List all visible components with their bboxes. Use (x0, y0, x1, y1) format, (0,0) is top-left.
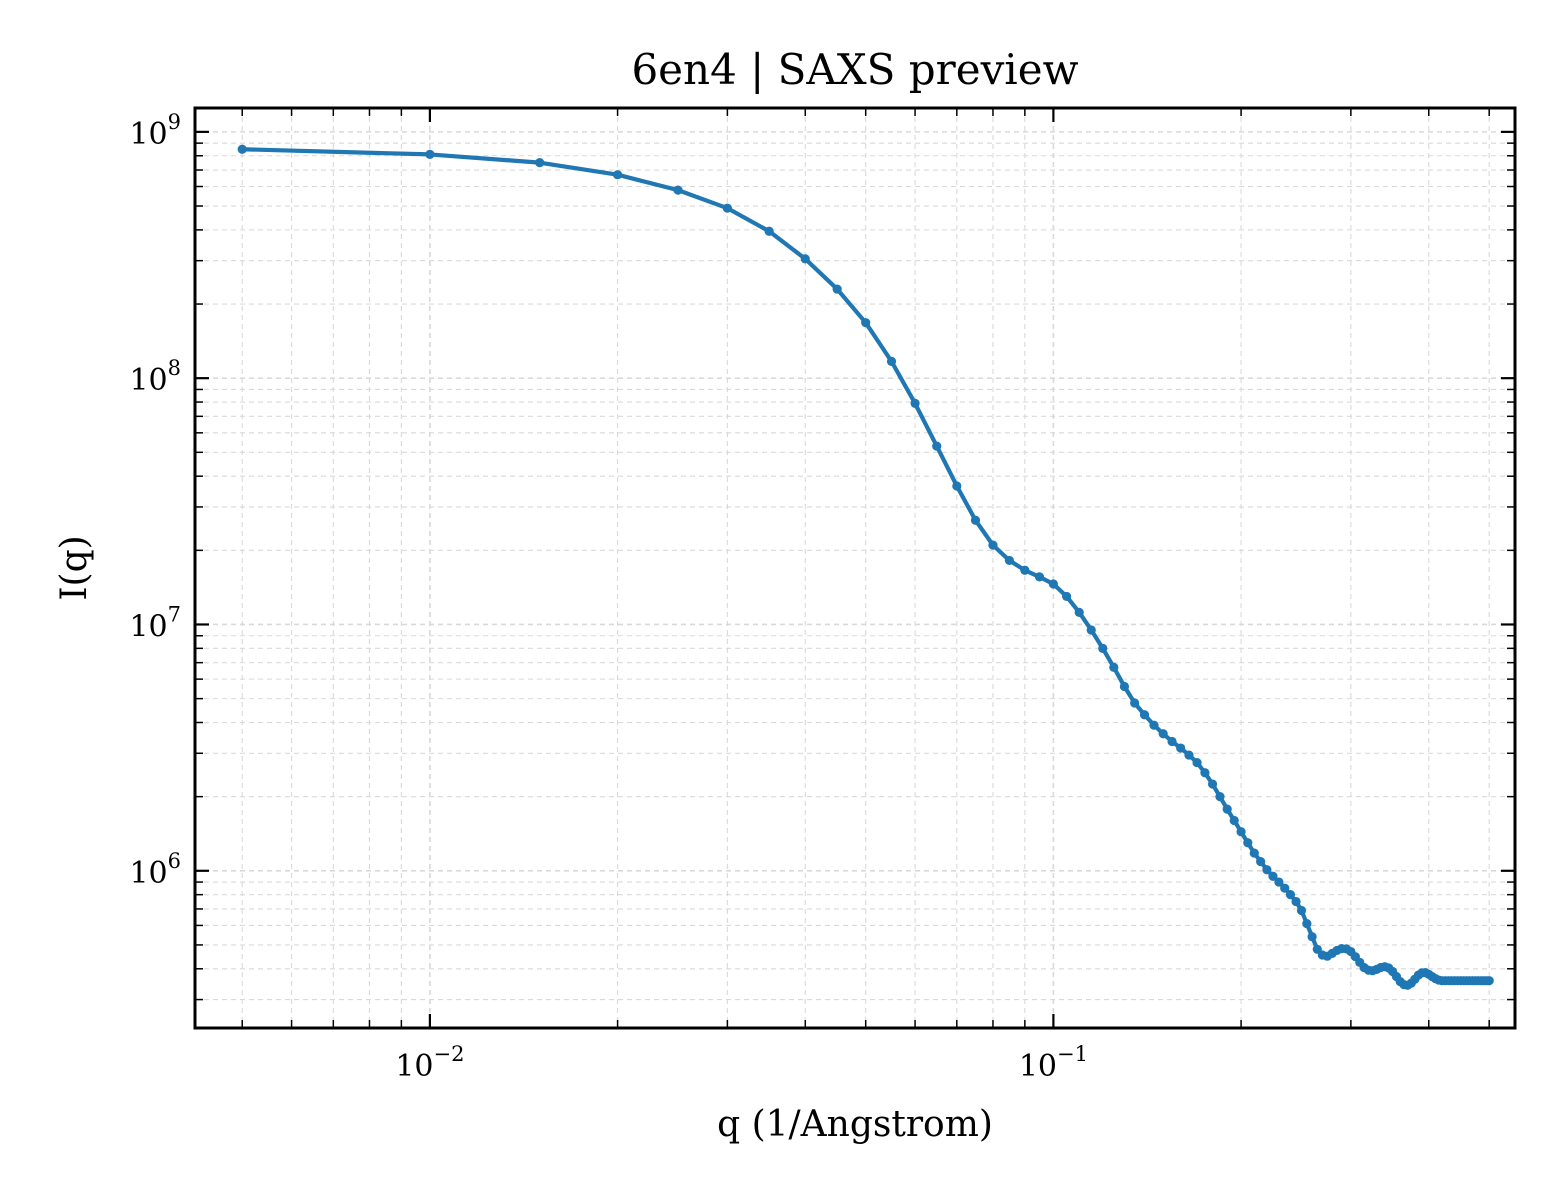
data-point (1291, 896, 1301, 907)
data-point (535, 158, 545, 168)
data-point (1004, 555, 1014, 566)
data-point (832, 284, 842, 294)
data-point (1296, 905, 1307, 916)
y-tick-label: 109 (129, 110, 181, 152)
data-point (988, 540, 998, 550)
data-point (1307, 932, 1317, 942)
data-point (1200, 768, 1210, 778)
x-axis-label: q (1/Angstrom) (717, 1104, 993, 1145)
data-point (1215, 792, 1225, 802)
data-point (952, 481, 962, 491)
data-point (1034, 572, 1045, 582)
data-point (1256, 856, 1266, 867)
data-point (1149, 720, 1159, 730)
data-point (1130, 698, 1140, 708)
data-point (886, 356, 897, 366)
data-point (1184, 750, 1194, 760)
y-axis-label: I(q) (54, 535, 95, 600)
data-point (1243, 838, 1253, 848)
data-point (1062, 591, 1072, 602)
data-point (1167, 736, 1177, 747)
x-tick-label: 10−2 (395, 1042, 464, 1084)
data-point (1074, 607, 1084, 617)
data-point (1249, 848, 1259, 858)
data-point (1176, 743, 1186, 753)
grid (195, 108, 1515, 1028)
data-point (612, 170, 623, 180)
data-point (1192, 757, 1202, 768)
tick-labels: 10−2 10−1 106 107 108 109 (129, 110, 1088, 1084)
data-point (1302, 919, 1312, 929)
data-point (1280, 883, 1290, 893)
data-point (1222, 804, 1232, 814)
data-point (800, 254, 810, 264)
data-point (1119, 681, 1130, 692)
data-point (910, 398, 920, 408)
data-point (1207, 779, 1218, 789)
data-point (970, 515, 981, 525)
data-point (673, 185, 683, 195)
data-point (1236, 827, 1246, 837)
y-tick-label: 107 (129, 602, 181, 644)
data-point (764, 226, 774, 236)
data-point (1098, 643, 1108, 653)
data-point (932, 441, 942, 451)
data-point (425, 149, 435, 160)
data-point (1048, 579, 1058, 589)
data-point (1268, 871, 1278, 881)
chart-title: 6en4 | SAXS preview (631, 45, 1078, 94)
data-point (1229, 815, 1239, 826)
data-point (1285, 890, 1296, 900)
data-point (1484, 976, 1494, 986)
x-tick-label: 10−1 (1019, 1042, 1088, 1084)
data-point (237, 144, 247, 154)
plot-frame (193, 106, 1517, 1030)
data-point (1158, 729, 1168, 739)
data-point (1020, 565, 1030, 575)
data-point (1262, 865, 1272, 875)
y-tick-label: 106 (129, 849, 181, 891)
data-point (1139, 710, 1150, 720)
series (237, 144, 1494, 990)
data-point (1086, 625, 1096, 635)
y-tick-label: 108 (129, 356, 181, 398)
data-point (1109, 662, 1119, 672)
data-point (722, 203, 732, 213)
data-point (861, 318, 871, 328)
data-point (1274, 877, 1284, 887)
